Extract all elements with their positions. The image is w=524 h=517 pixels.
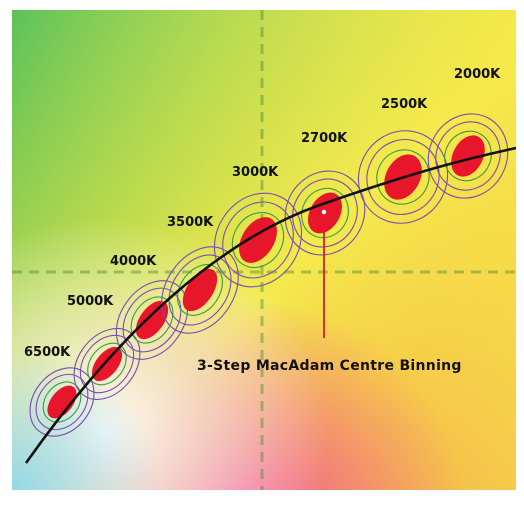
bin-center-ellipse	[182, 268, 218, 312]
temp-label-4000k: 4000K	[110, 254, 157, 269]
bin-center-ellipse	[451, 135, 485, 177]
macadam-ring	[29, 367, 95, 437]
macadam-ring	[161, 246, 239, 334]
temp-label-3000k: 3000K	[232, 165, 279, 180]
temp-label-2700k: 2700K	[301, 131, 348, 146]
macadam-ring	[376, 149, 430, 205]
macadam-ring	[122, 287, 182, 353]
bin-center-ellipse	[135, 300, 169, 340]
temp-label-3500k: 3500K	[167, 215, 214, 230]
macadam-ring	[222, 201, 294, 279]
macadam-ring	[366, 139, 440, 215]
macadam-ring	[73, 328, 141, 400]
macadam-ring	[357, 130, 449, 224]
bin-center-ellipse	[91, 346, 123, 382]
macadam-ring	[213, 192, 303, 288]
planckian-locus-curve	[24, 146, 517, 464]
macadam-ring	[301, 187, 349, 239]
temp-label-2000k: 2000K	[454, 67, 501, 82]
callout-marker	[320, 208, 328, 216]
bin-2000k	[427, 113, 509, 199]
temp-label-5000k: 5000K	[67, 294, 114, 309]
temp-label-6500k: 6500K	[24, 345, 71, 360]
macadam-ring	[177, 264, 223, 316]
callout-text: 3-Step MacAdam Centre Binning	[197, 358, 462, 374]
macadam-ring	[115, 280, 189, 360]
macadam-ring	[427, 113, 509, 199]
bin-4000k	[115, 280, 189, 360]
bin-center-ellipse	[47, 385, 77, 419]
macadam-ring	[231, 211, 285, 269]
macadam-bins	[29, 113, 509, 437]
macadam-ring	[444, 130, 492, 182]
temperature-labels: 6500K 5000K 4000K 3500K 3000K 2700K 2500…	[24, 67, 501, 360]
macadam-ring	[435, 121, 501, 191]
temp-label-2500k: 2500K	[381, 97, 428, 112]
macadam-ring	[284, 170, 366, 256]
macadam-ring	[292, 178, 358, 248]
bin-6500k	[29, 367, 95, 437]
